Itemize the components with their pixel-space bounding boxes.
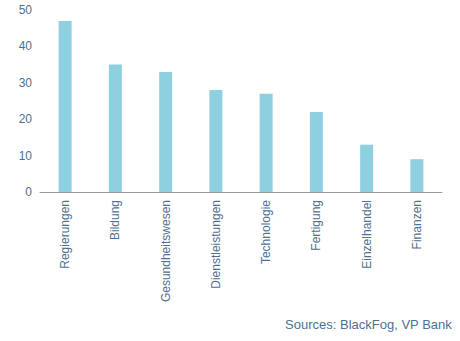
svg-text:40: 40 [19, 39, 33, 53]
svg-text:Bildung: Bildung [108, 200, 122, 240]
svg-text:Gesundheitswesen: Gesundheitswesen [159, 200, 173, 302]
svg-text:Fertigung: Fertigung [309, 200, 323, 251]
svg-text:20: 20 [19, 112, 33, 126]
svg-text:50: 50 [19, 3, 33, 17]
svg-text:Einzelhandel: Einzelhandel [360, 200, 374, 269]
svg-text:0: 0 [25, 185, 32, 199]
svg-text:30: 30 [19, 76, 33, 90]
svg-text:Dienstleistungen: Dienstleistungen [209, 200, 223, 289]
svg-text:Sources: BlackFog, VP Bank: Sources: BlackFog, VP Bank [285, 317, 452, 332]
svg-text:Regierungen: Regierungen [58, 200, 72, 269]
svg-text:10: 10 [19, 149, 33, 163]
svg-text:Technologie: Technologie [259, 200, 273, 264]
svg-text:Finanzen: Finanzen [410, 200, 424, 249]
